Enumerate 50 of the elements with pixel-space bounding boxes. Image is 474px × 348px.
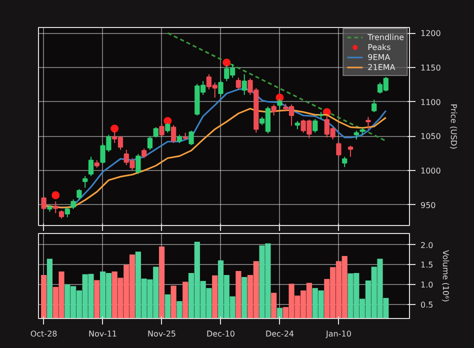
point	[110, 124, 119, 133]
legend-label: 9EMA	[368, 52, 390, 62]
point	[52, 191, 60, 200]
y-tick-label: 1100	[420, 98, 441, 107]
candlestick	[336, 142, 342, 158]
legend-label: Trendline	[368, 32, 404, 42]
candlestick	[70, 198, 76, 210]
candlestick	[236, 77, 242, 90]
x-tick-label: Dec-24	[265, 330, 294, 338]
candlestick	[171, 124, 176, 144]
candlestick	[188, 130, 194, 146]
candlestick	[372, 99, 377, 113]
point	[164, 117, 172, 125]
candlestick	[242, 74, 247, 96]
y-tick-label: 1000	[420, 166, 441, 176]
y-tick-label: 1.0	[420, 280, 434, 290]
candlestick	[348, 145, 354, 158]
x-tick-label: Dec-10	[206, 330, 236, 338]
candlestick	[312, 118, 318, 134]
y-tick-label: 2.0	[420, 240, 434, 250]
candlestick	[159, 123, 164, 137]
candlestick	[142, 148, 147, 159]
legend-label: 21EMA	[368, 62, 396, 72]
x-tick-label: Oct-28	[30, 330, 58, 338]
y-tick-label: 1150	[420, 63, 441, 72]
candlestick	[342, 156, 348, 168]
y-axis-title: Price (USD)	[448, 104, 458, 150]
y-axis-title: Volume (10⁶)	[441, 250, 450, 302]
candlestick	[53, 200, 58, 214]
candlestick	[76, 188, 82, 200]
legend-label: Peaks	[368, 42, 391, 52]
y-tick-label: 1200	[420, 29, 441, 38]
x-tick-label: Nov-25	[148, 330, 176, 338]
candlestick	[82, 176, 88, 188]
y-tick-label: 1.5	[420, 260, 434, 270]
candlestick	[271, 104, 276, 116]
y-tick-label: 950	[420, 200, 436, 210]
candlestick	[218, 80, 224, 97]
candlestick	[136, 154, 141, 174]
y-tick-label: 1050	[420, 132, 441, 142]
candlestick	[366, 116, 371, 130]
x-tick-label: Jan-10	[325, 330, 352, 338]
x-tick-label: Nov-11	[88, 330, 118, 338]
candlestick	[88, 156, 94, 176]
point	[222, 58, 231, 67]
candlestick	[147, 136, 153, 150]
y-tick-label: 0.5	[420, 300, 434, 310]
candlestick	[64, 207, 70, 218]
candlestick	[153, 126, 158, 138]
candlestick	[41, 196, 46, 210]
